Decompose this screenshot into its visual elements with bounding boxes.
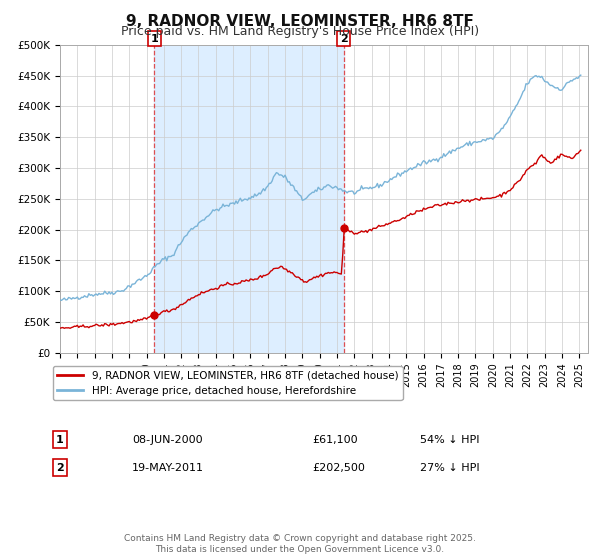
Text: 2: 2	[56, 463, 64, 473]
Text: 1: 1	[56, 435, 64, 445]
Text: 54% ↓ HPI: 54% ↓ HPI	[420, 435, 479, 445]
Text: £202,500: £202,500	[312, 463, 365, 473]
Text: 19-MAY-2011: 19-MAY-2011	[132, 463, 204, 473]
Bar	[154, 45, 344, 353]
Text: Contains HM Land Registry data © Crown copyright and database right 2025.
This d: Contains HM Land Registry data © Crown c…	[124, 534, 476, 554]
Text: 9, RADNOR VIEW, LEOMINSTER, HR6 8TF: 9, RADNOR VIEW, LEOMINSTER, HR6 8TF	[126, 14, 474, 29]
Legend: 9, RADNOR VIEW, LEOMINSTER, HR6 8TF (detached house), HPI: Average price, detach: 9, RADNOR VIEW, LEOMINSTER, HR6 8TF (det…	[53, 366, 403, 400]
Text: Price paid vs. HM Land Registry's House Price Index (HPI): Price paid vs. HM Land Registry's House …	[121, 25, 479, 38]
Text: 08-JUN-2000: 08-JUN-2000	[132, 435, 203, 445]
Text: 2: 2	[340, 34, 347, 44]
Text: 1: 1	[150, 34, 158, 44]
Text: 27% ↓ HPI: 27% ↓ HPI	[420, 463, 479, 473]
Text: £61,100: £61,100	[312, 435, 358, 445]
